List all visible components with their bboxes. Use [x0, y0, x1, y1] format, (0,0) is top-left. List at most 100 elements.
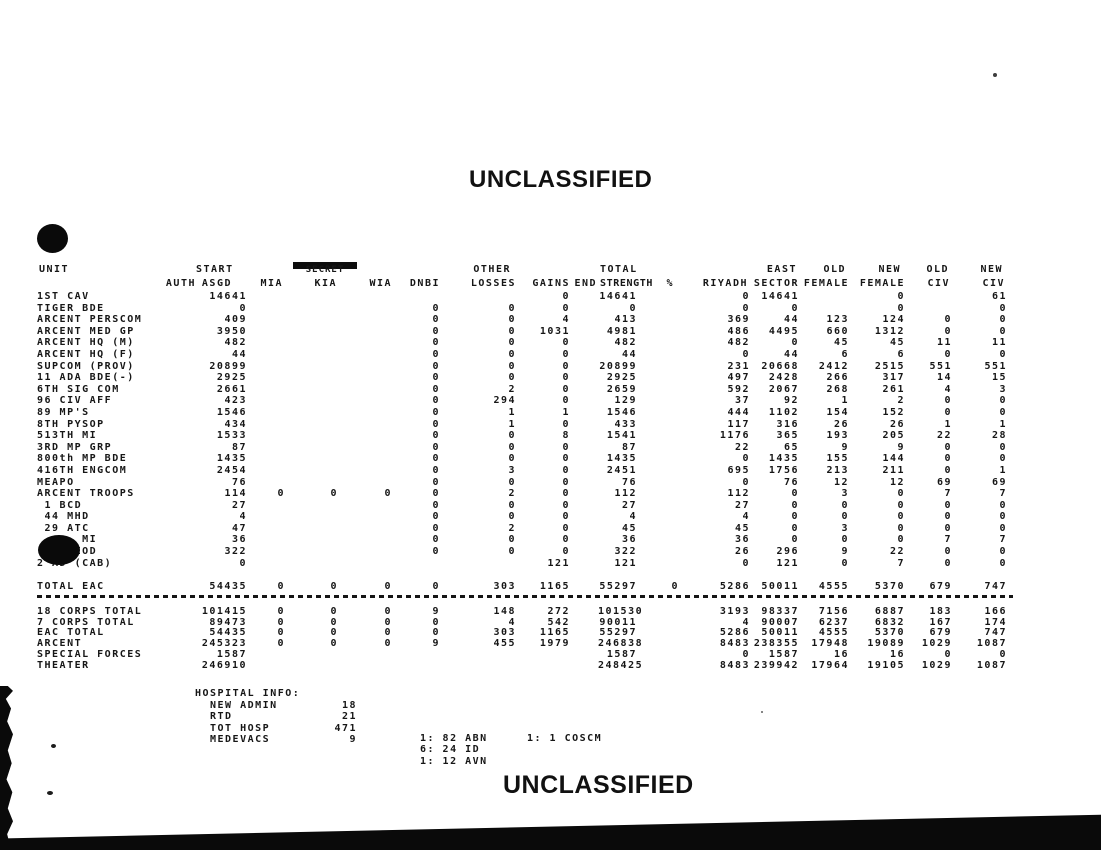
cell-riyadh: 497 [727, 372, 750, 384]
cell-riyadh: 482 [727, 337, 750, 349]
scan-speck [761, 711, 763, 713]
cell-start-asgd: 0 [239, 557, 247, 569]
cell-dnbi: 0 [432, 522, 440, 534]
cell-wia: 0 [384, 638, 392, 650]
cell-auth [160, 442, 196, 454]
cell-east-sector: 0 [791, 488, 799, 500]
cell-mia [247, 384, 285, 396]
cell-auth [160, 546, 196, 558]
cell-old-civ: 0 [944, 395, 952, 407]
cell-unit-name: 44 MHD [37, 511, 90, 523]
hospital-stat-label: NEW ADMIN [210, 700, 278, 711]
cell-new-female: 144 [882, 453, 905, 465]
cell-east-sector: 4495 [768, 325, 799, 337]
unit-row: 513TH MI 1533 0 0 8 1541 1176 365 193 20… [37, 430, 1007, 442]
scan-speck [47, 791, 53, 795]
cell-other-losses: 2 [508, 522, 516, 534]
cell-unit-name: THEATER [37, 659, 90, 671]
cell-kia [285, 303, 338, 315]
cell-unit-name: 3RD MP GRP [37, 441, 113, 453]
cell-other-losses: 2 [508, 488, 516, 500]
cell-old-female: 154 [826, 406, 849, 418]
cell-old-female: 17948 [811, 638, 849, 650]
col-header-total: TOTAL [600, 264, 638, 275]
cell-gains: 542 [547, 616, 570, 628]
cell-pct [650, 314, 679, 326]
cell-old-female: 0 [841, 511, 849, 523]
cell-east-sector: 0 [791, 511, 799, 523]
cell-total-strength: 4981 [606, 325, 637, 337]
col-header-old-civ: OLD [926, 264, 949, 275]
unit-row: 6TH SIG COM 2661 0 2 0 2659 592 2067 268… [37, 384, 1007, 396]
cell-unit-name: TIGER BDE [37, 302, 105, 314]
unit-row: 2 AD (CAB) 0 121 121 0 121 0 7 0 [37, 558, 1007, 570]
cell-end [570, 419, 598, 431]
cell-east-sector: 92 [783, 395, 799, 407]
footnote-line: 1: 82 ABN [420, 733, 488, 744]
cell-other-losses: 303 [493, 581, 516, 593]
cell-wia [338, 661, 392, 672]
cell-riyadh: 0 [742, 291, 750, 302]
cell-riyadh: 4 [742, 511, 750, 523]
cell-old-civ: 0 [944, 406, 952, 418]
strike-bar [293, 262, 357, 269]
cell-other-losses: 3 [508, 464, 516, 476]
cell-start-asgd: 87 [231, 441, 247, 453]
cell-mia [247, 523, 285, 535]
cell-total-strength: 87 [621, 441, 637, 453]
cell-old-female: 16 [833, 649, 849, 661]
cell-old-civ: 0 [944, 348, 952, 360]
cell-east-sector: 2067 [768, 383, 799, 395]
cell-total-strength: 55297 [599, 627, 637, 639]
cell-end [570, 372, 598, 384]
cell-new-female: 0 [897, 511, 905, 523]
cell-new-civ: 747 [984, 627, 1007, 639]
hospital-info-row: RTD 21 [210, 711, 357, 722]
cell-new-female: 19089 [867, 638, 905, 650]
cell-unit-name: 1 BCD [37, 499, 83, 511]
cell-mia [247, 430, 285, 442]
cell-start-asgd: 246910 [201, 659, 247, 671]
cell-other-losses: 0 [508, 372, 516, 384]
cell-kia: 0 [330, 488, 338, 500]
cell-kia [285, 650, 338, 661]
cell-dnbi: 0 [432, 499, 440, 511]
cell-old-female: 0 [841, 557, 849, 569]
cell-mia [247, 661, 285, 672]
cell-total-strength: 44 [621, 348, 637, 360]
cell-mia [247, 465, 285, 477]
cell-gains: 0 [562, 348, 570, 360]
cell-mia [247, 546, 285, 558]
unit-row: 44 MHD 4 0 0 0 4 4 0 0 0 0 [37, 511, 1007, 523]
cell-start-asgd: 482 [224, 337, 247, 349]
cell-new-female: 0 [897, 302, 905, 314]
cell-gains: 1165 [539, 627, 570, 639]
cell-riyadh: 486 [727, 325, 750, 337]
col-header-other: OTHER [473, 264, 511, 275]
cell-unit-name: MI [82, 534, 98, 546]
cell-total-strength: 112 [614, 488, 637, 500]
cell-pct [650, 395, 679, 407]
cell-unit-name: TOTAL EAC [37, 581, 105, 593]
cell-total-strength: 1435 [606, 453, 637, 465]
cell-new-female: 16 [889, 649, 905, 661]
cell-new-civ: 174 [984, 616, 1007, 628]
cell-east-sector: 50011 [761, 627, 799, 639]
cell-other-losses [440, 661, 516, 672]
cell-new-civ: 0 [999, 649, 1007, 661]
cell-riyadh: 231 [727, 360, 750, 372]
cell-total-strength: 413 [614, 314, 637, 326]
cell-east-sector: 1102 [768, 406, 799, 418]
cell-mia [247, 372, 285, 384]
unit-row: ARCENT MED GP 3950 0 0 1031 4981 486 449… [37, 326, 1007, 338]
cell-east-sector: 0 [791, 302, 799, 314]
cell-pct [650, 558, 679, 570]
cell-wia: 0 [384, 605, 392, 617]
cell-old-female: 3 [841, 522, 849, 534]
cell-unit-name: 96 CIV AFF [37, 395, 113, 407]
cell-pct [650, 546, 679, 558]
cell-gains [516, 661, 570, 672]
cell-dnbi: 0 [432, 302, 440, 314]
cell-total-strength: 121 [614, 557, 637, 569]
cell-unit-name: 6TH SIG COM [37, 383, 120, 395]
